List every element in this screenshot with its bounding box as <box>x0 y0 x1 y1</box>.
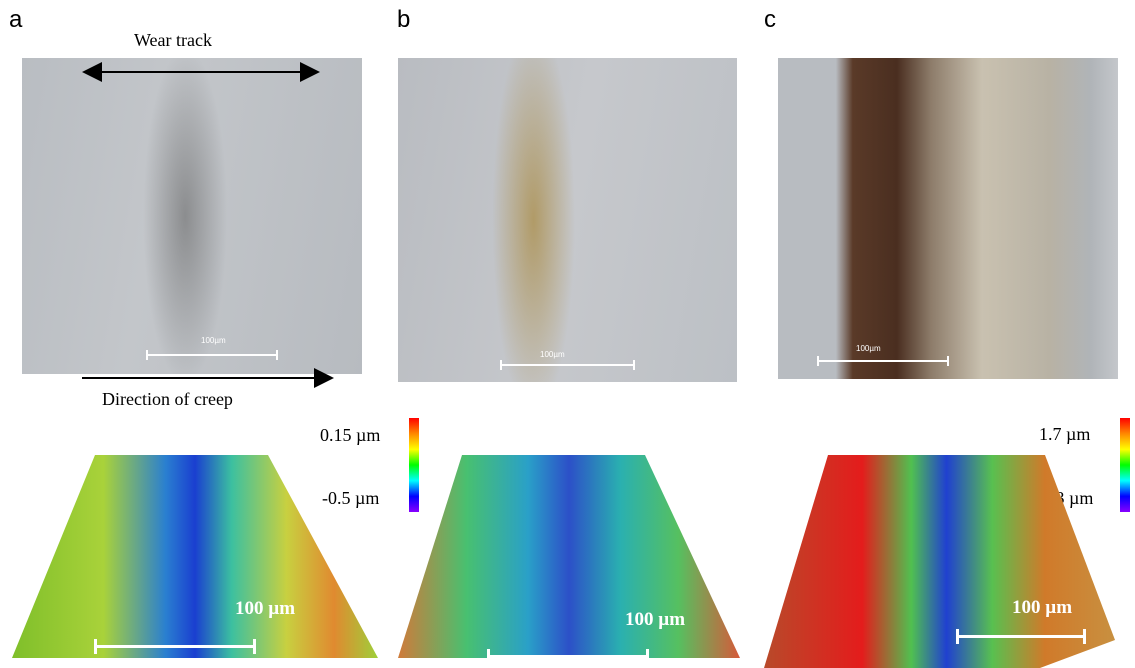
profile-a-scalebar <box>94 639 256 654</box>
profile-a-scale-label: 100 µm <box>235 598 296 619</box>
micrograph-a-scale-label: 100µm <box>201 336 226 345</box>
profile-map-c <box>764 455 1115 668</box>
micrograph-c-scalebar <box>817 356 949 366</box>
profile-c-scale-label: 100 µm <box>1012 597 1073 618</box>
micrograph-a-scalebar <box>146 350 278 360</box>
micrograph-b-scalebar <box>500 360 635 370</box>
profile-b-scalebar <box>487 649 649 664</box>
colorbar-left-min: -0.5 µm <box>322 488 380 508</box>
panel-letter-c: c <box>764 6 776 33</box>
profile-map-a <box>12 455 378 658</box>
colorbar-left-max: 0.15 µm <box>320 425 381 445</box>
micrograph-a: 100µm <box>22 58 362 374</box>
panel-letter-a: a <box>9 6 23 33</box>
micrograph-b-scale-label: 100µm <box>540 350 565 359</box>
profile-b-scale-label: 100 µm <box>625 609 686 630</box>
colorbar-left <box>409 418 419 512</box>
direction-label: Direction of creep <box>102 389 233 409</box>
panel-letter-b: b <box>397 6 411 33</box>
profile-c-scalebar <box>956 629 1086 644</box>
wear-track-label: Wear track <box>134 30 212 50</box>
micrograph-b: 100µm <box>398 58 737 382</box>
colorbar-right <box>1120 418 1130 512</box>
colorbar-right-max: 1.7 µm <box>1039 424 1091 444</box>
micrograph-c: 100µm <box>778 58 1118 379</box>
micrograph-c-scale-label: 100µm <box>856 344 881 353</box>
profile-map-b <box>398 455 740 658</box>
